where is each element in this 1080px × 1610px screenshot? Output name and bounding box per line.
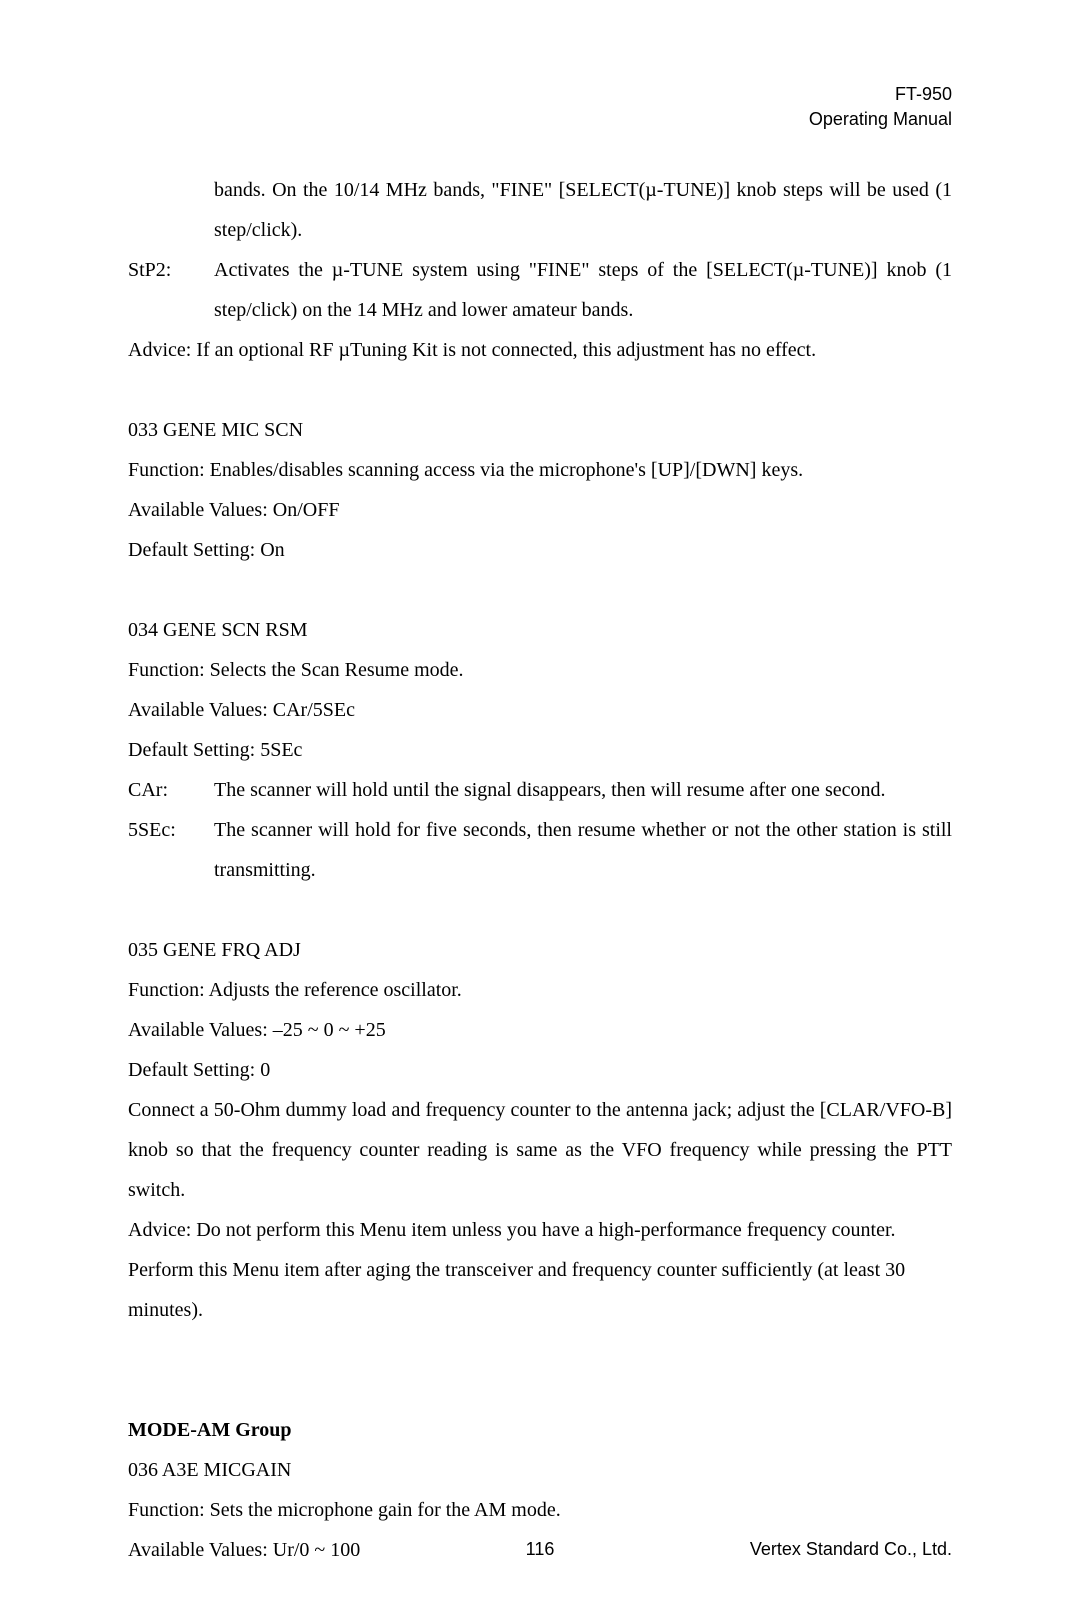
menu-034-default: Default Setting: 5SEc — [128, 730, 952, 770]
car-label: CAr: — [128, 770, 214, 810]
model-number: FT-950 — [128, 82, 952, 107]
stp2-row: StP2: Activates the µ-TUNE system using … — [128, 250, 952, 330]
mode-am-group-title: MODE-AM Group — [128, 1410, 952, 1450]
menu-036-function: Function: Sets the microphone gain for t… — [128, 1490, 952, 1530]
menu-034-avail: Available Values: CAr/5SEc — [128, 690, 952, 730]
menu-035-advice: Advice: Do not perform this Menu item un… — [128, 1210, 952, 1330]
car-value: The scanner will hold until the signal d… — [214, 770, 952, 810]
stp2-value: Activates the µ-TUNE system using "FINE"… — [214, 250, 952, 330]
sec5-row: 5SEc: The scanner will hold for five sec… — [128, 810, 952, 890]
sec5-value: The scanner will hold for five seconds, … — [214, 810, 952, 890]
menu-035-desc: Connect a 50-Ohm dummy load and frequenc… — [128, 1090, 952, 1210]
page-header: FT-950 Operating Manual — [128, 82, 952, 132]
manual-title: Operating Manual — [128, 107, 952, 132]
company-name: Vertex Standard Co., Ltd. — [750, 1539, 952, 1560]
page-footer: 116 Vertex Standard Co., Ltd. — [128, 1539, 952, 1560]
menu-035-default: Default Setting: 0 — [128, 1050, 952, 1090]
page-container: FT-950 Operating Manual bands. On the 10… — [0, 0, 1080, 1610]
menu-035-avail: Available Values: –25 ~ 0 ~ +25 — [128, 1010, 952, 1050]
sec5-label: 5SEc: — [128, 810, 214, 890]
menu-034-function: Function: Selects the Scan Resume mode. — [128, 650, 952, 690]
stp2-label: StP2: — [128, 250, 214, 330]
menu-035-title: 035 GENE FRQ ADJ — [128, 930, 952, 970]
continuation-text: bands. On the 10/14 MHz bands, "FINE" [S… — [128, 170, 952, 250]
menu-036-title: 036 A3E MICGAIN — [128, 1450, 952, 1490]
menu-033-title: 033 GENE MIC SCN — [128, 410, 952, 450]
menu-033-function: Function: Enables/disables scanning acce… — [128, 450, 952, 490]
menu-033-avail: Available Values: On/OFF — [128, 490, 952, 530]
advice-line: Advice: If an optional RF µTuning Kit is… — [128, 330, 952, 370]
menu-033-default: Default Setting: On — [128, 530, 952, 570]
menu-034-title: 034 GENE SCN RSM — [128, 610, 952, 650]
body-content: bands. On the 10/14 MHz bands, "FINE" [S… — [128, 170, 952, 1570]
car-row: CAr: The scanner will hold until the sig… — [128, 770, 952, 810]
page-number: 116 — [526, 1539, 555, 1560]
menu-035-function: Function: Adjusts the reference oscillat… — [128, 970, 952, 1010]
